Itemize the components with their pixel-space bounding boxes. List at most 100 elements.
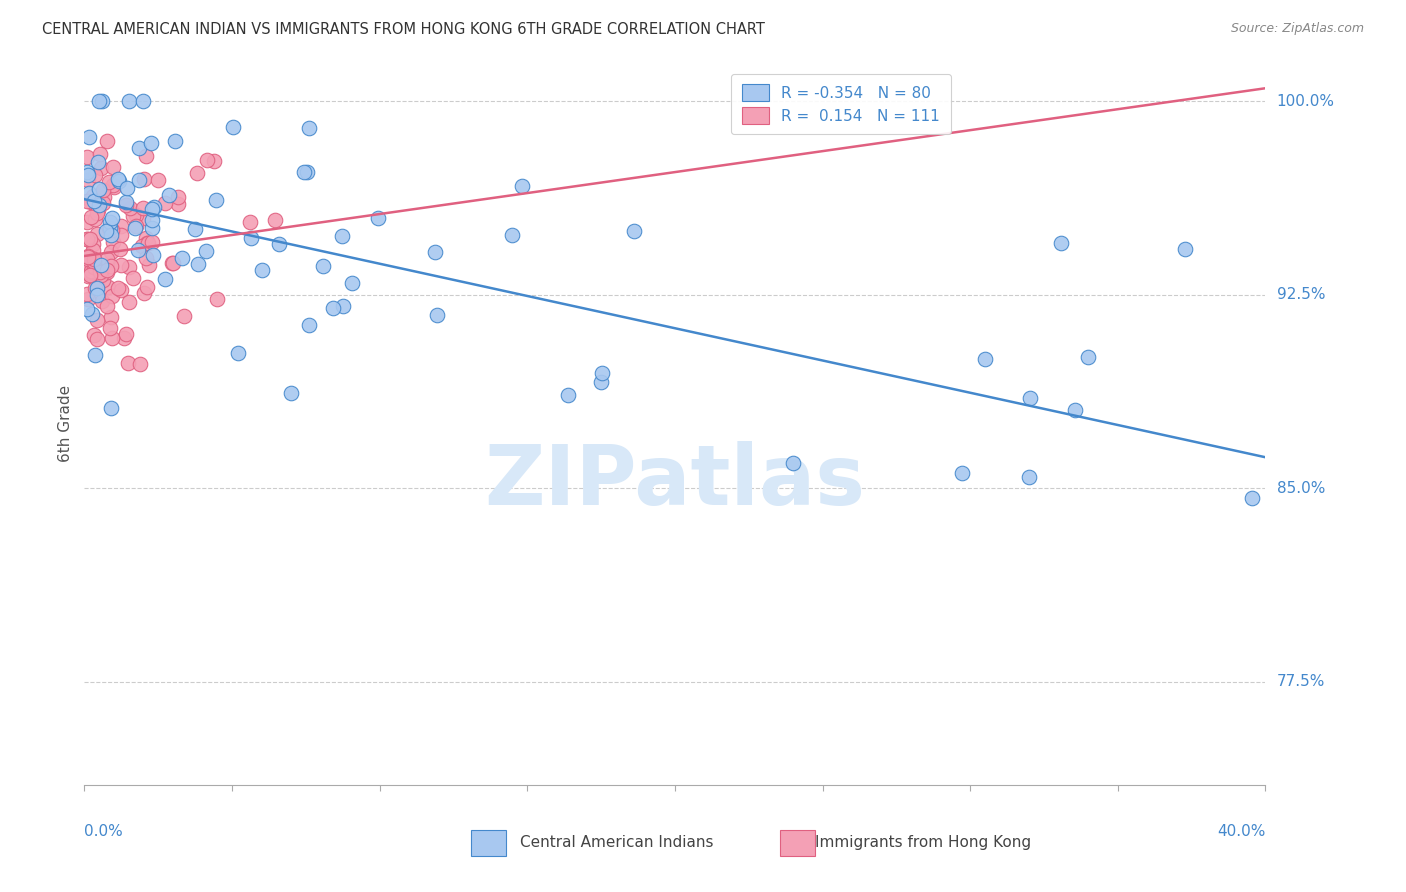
Point xyxy=(1174,242,1197,256)
Point xyxy=(1018,470,1040,484)
Point xyxy=(98,215,121,229)
Point xyxy=(79,232,101,246)
Point xyxy=(91,273,114,287)
Point xyxy=(97,220,120,235)
Text: 40.0%: 40.0% xyxy=(1218,824,1265,838)
Point xyxy=(115,194,138,209)
Point xyxy=(91,294,114,309)
Point xyxy=(295,165,318,179)
Point xyxy=(250,263,273,277)
Point xyxy=(125,219,148,234)
Point xyxy=(367,211,389,225)
Point xyxy=(76,266,98,280)
Point xyxy=(136,235,159,250)
Point xyxy=(103,179,125,194)
Point xyxy=(86,203,108,218)
Point xyxy=(76,173,98,187)
Point xyxy=(135,236,157,251)
Point xyxy=(141,221,163,235)
Point xyxy=(77,293,100,307)
Point xyxy=(82,236,104,251)
Text: Source: ZipAtlas.com: Source: ZipAtlas.com xyxy=(1230,22,1364,36)
Point xyxy=(101,288,124,302)
Point xyxy=(298,318,321,332)
Point xyxy=(118,201,141,215)
Point xyxy=(501,227,523,242)
Point xyxy=(76,302,98,317)
Point xyxy=(1077,351,1099,365)
Point xyxy=(91,94,114,108)
Point xyxy=(159,187,181,202)
Point xyxy=(292,165,315,179)
Point xyxy=(77,249,100,263)
Point xyxy=(132,94,155,108)
Point xyxy=(195,244,218,259)
Point xyxy=(131,238,153,252)
Point xyxy=(782,456,804,470)
Point xyxy=(139,136,162,150)
Point xyxy=(96,265,118,279)
Point xyxy=(142,248,165,262)
Point xyxy=(162,256,184,270)
Text: 77.5%: 77.5% xyxy=(1277,674,1324,690)
Point xyxy=(93,189,115,203)
Point xyxy=(93,183,115,197)
Point xyxy=(86,278,108,293)
Point xyxy=(117,356,139,370)
Point xyxy=(79,268,101,282)
Point xyxy=(96,223,118,237)
Point xyxy=(101,330,124,344)
Point xyxy=(76,215,98,229)
Point xyxy=(89,94,111,108)
Point xyxy=(128,358,150,372)
Point xyxy=(96,252,118,266)
Point xyxy=(101,223,124,237)
Point xyxy=(124,221,146,235)
Point xyxy=(83,169,105,183)
Point xyxy=(89,265,111,279)
Point xyxy=(239,215,262,229)
Point xyxy=(131,202,153,216)
Point xyxy=(128,140,150,154)
Text: CENTRAL AMERICAN INDIAN VS IMMIGRANTS FROM HONG KONG 6TH GRADE CORRELATION CHART: CENTRAL AMERICAN INDIAN VS IMMIGRANTS FR… xyxy=(42,22,765,37)
Point xyxy=(77,130,100,145)
Point xyxy=(86,280,108,294)
Point xyxy=(138,258,160,272)
Point xyxy=(239,230,262,244)
Point xyxy=(205,292,228,306)
Point xyxy=(98,220,121,235)
Point xyxy=(76,194,98,209)
Point xyxy=(110,228,132,243)
Y-axis label: 6th Grade: 6th Grade xyxy=(58,385,73,462)
Point xyxy=(312,260,335,274)
Point xyxy=(76,165,98,179)
Point xyxy=(108,174,131,188)
Point xyxy=(263,213,285,227)
Point xyxy=(322,301,344,315)
Point xyxy=(76,232,98,246)
Point xyxy=(79,210,101,224)
Point xyxy=(79,186,101,200)
Point xyxy=(141,212,163,227)
Point xyxy=(173,309,195,323)
Point xyxy=(90,259,112,273)
Text: ZIPatlas: ZIPatlas xyxy=(485,441,865,522)
Point xyxy=(332,299,354,313)
Text: 85.0%: 85.0% xyxy=(1277,481,1324,496)
Point xyxy=(77,252,100,266)
Point xyxy=(86,206,108,220)
Point xyxy=(128,173,150,187)
Point xyxy=(100,245,122,260)
Point xyxy=(186,166,208,180)
Point xyxy=(340,276,363,290)
Point xyxy=(589,376,612,390)
Point xyxy=(118,94,141,108)
Point xyxy=(89,182,111,196)
Point xyxy=(80,307,103,321)
Point xyxy=(115,326,138,341)
Point xyxy=(195,153,218,167)
Point xyxy=(115,197,138,211)
Point xyxy=(110,284,132,298)
Point xyxy=(202,154,225,169)
Point xyxy=(135,149,157,163)
